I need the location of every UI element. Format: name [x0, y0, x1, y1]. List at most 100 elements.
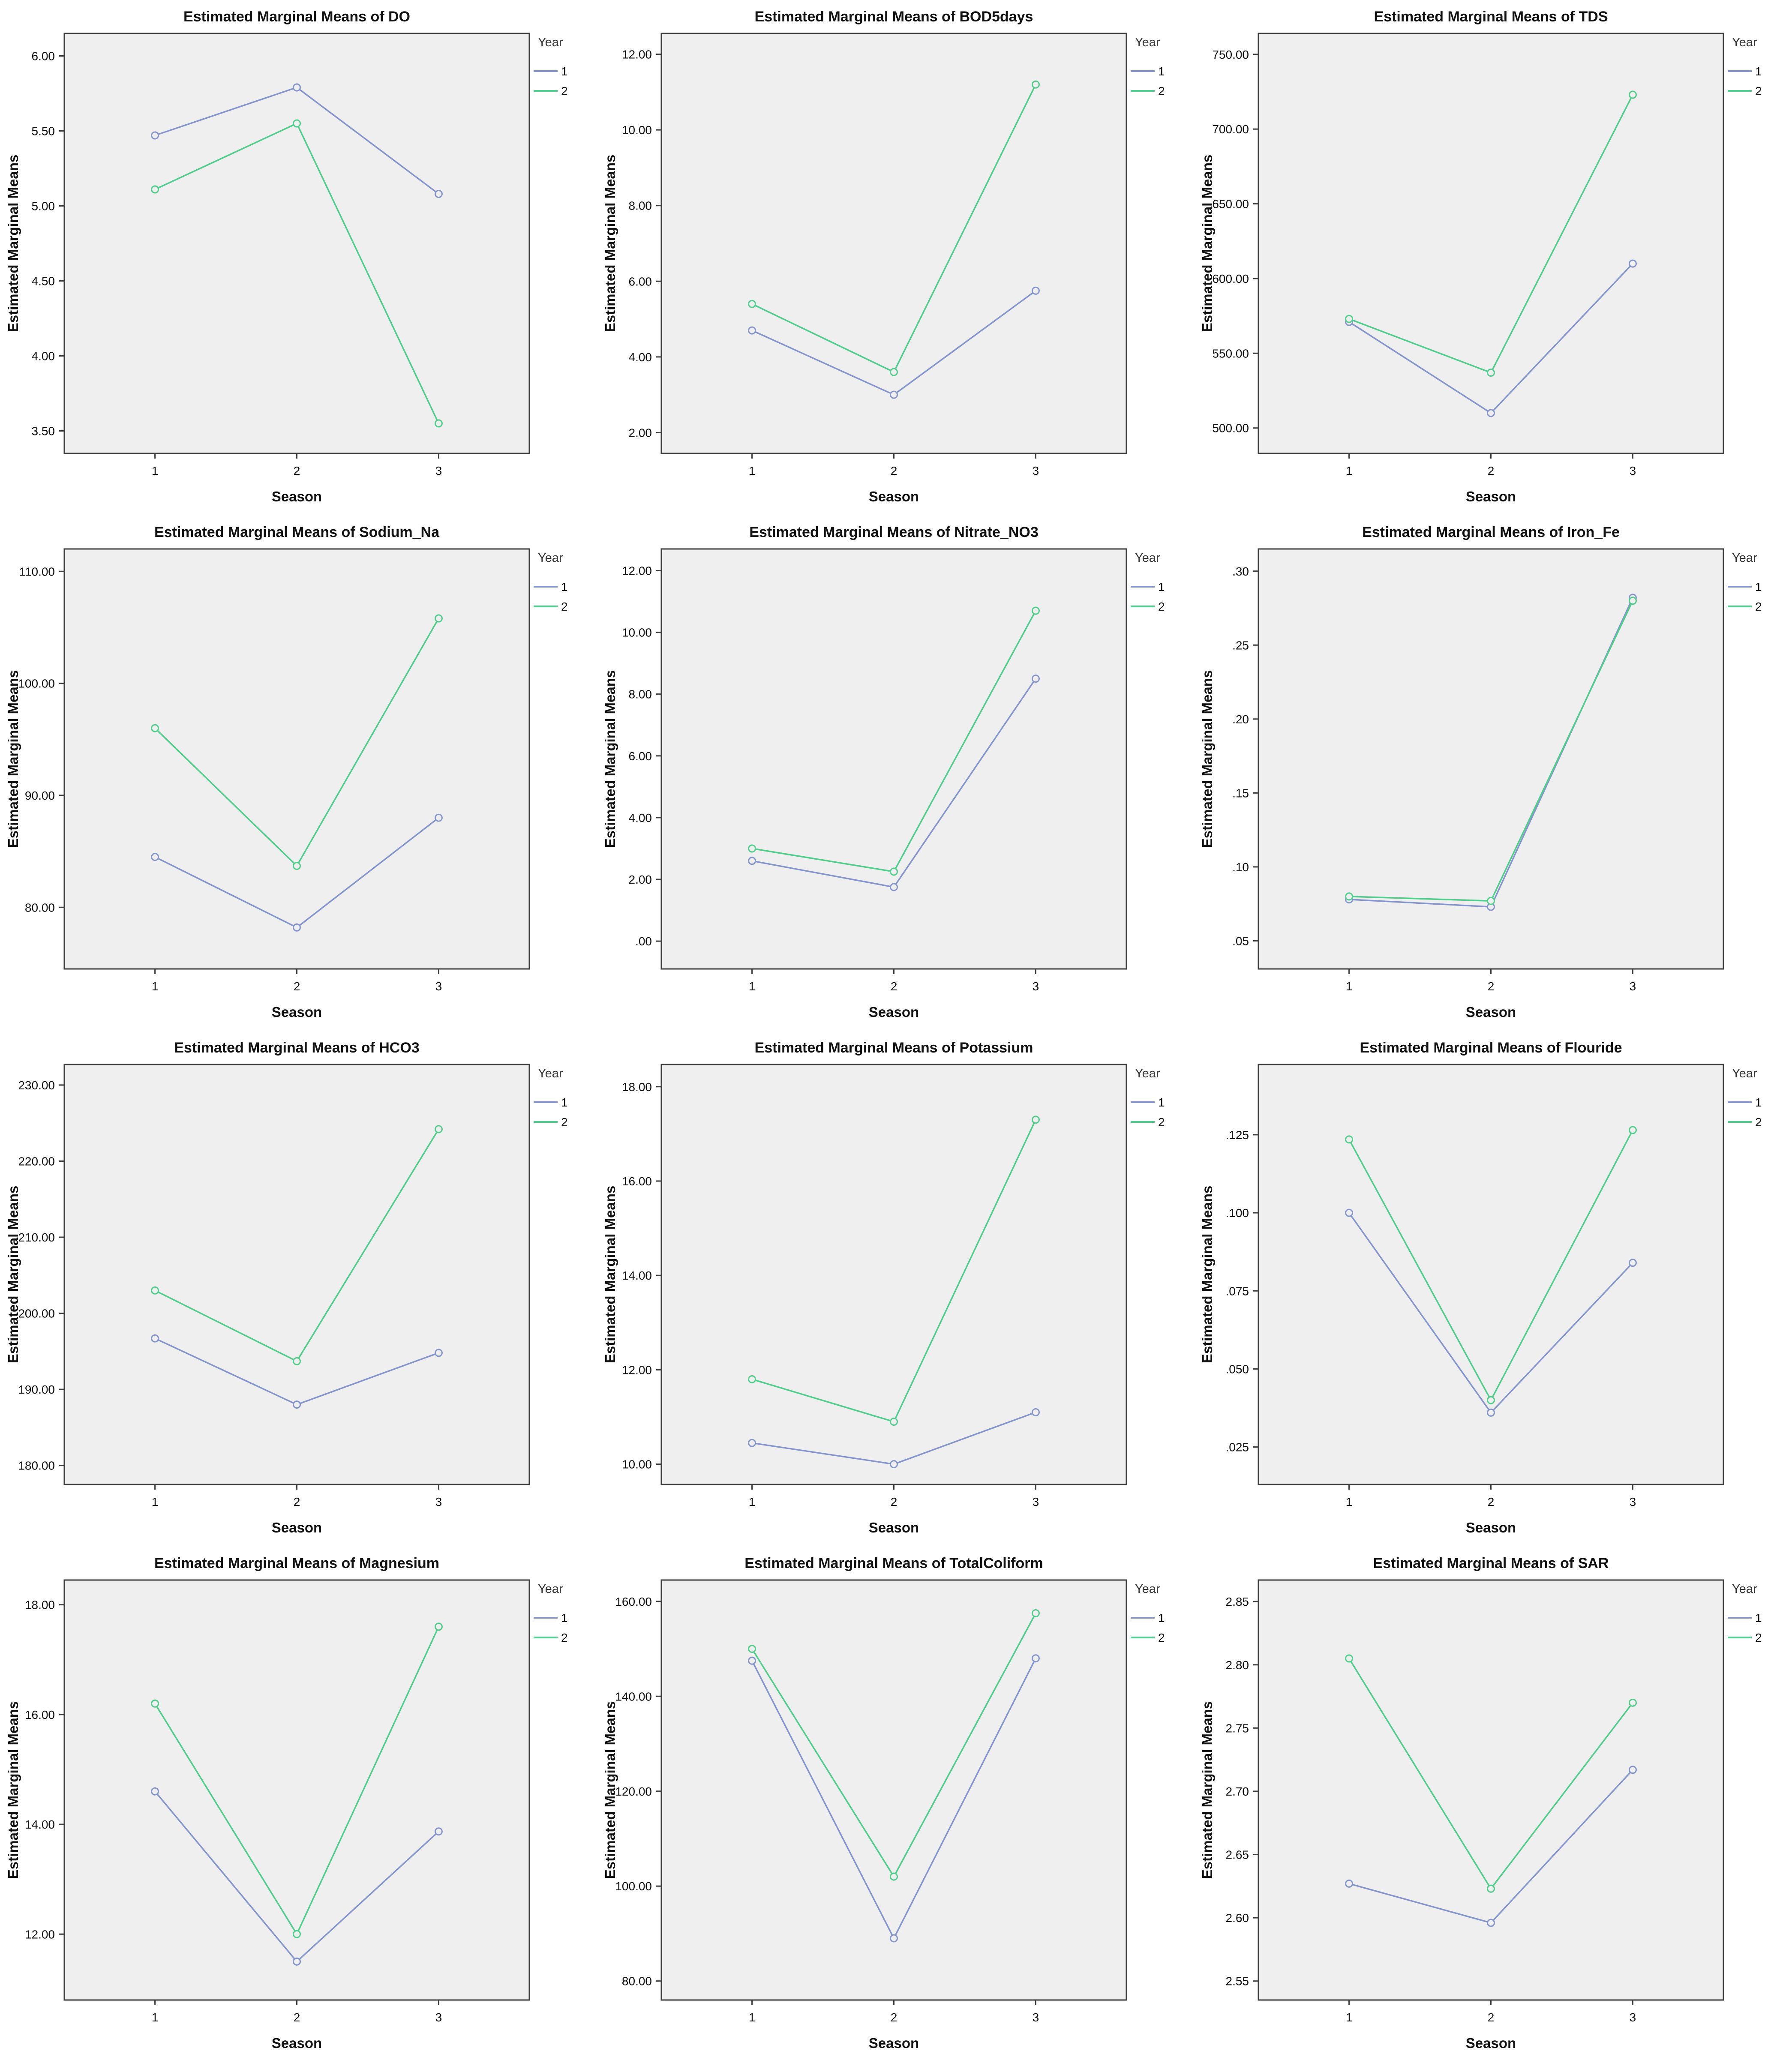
x-tick-label: 3 — [1033, 464, 1039, 477]
y-tick-label: 180.00 — [18, 1459, 55, 1472]
y-tick-label: 190.00 — [18, 1383, 55, 1396]
x-axis-label: Season — [869, 1520, 919, 1535]
chart-cell-estimated-marginal-means-of-totalcoliform: Estimated Marginal Means of TotalColifor… — [597, 1547, 1194, 2062]
x-tick-label: 3 — [1630, 2011, 1636, 2024]
legend-item-label: 2 — [1158, 600, 1165, 613]
chart-estimated-marginal-means-of-sodium-na: Estimated Marginal Means of Sodium_Na110… — [5, 524, 568, 1020]
y-tick-label: .125 — [1226, 1128, 1249, 1142]
x-axis-label: Season — [1466, 1004, 1516, 1020]
legend-item-label: 2 — [1158, 84, 1165, 98]
y-tick-label: 550.00 — [1212, 347, 1249, 360]
data-point-year-1-season-2 — [890, 1934, 898, 1943]
y-tick-label: 220.00 — [18, 1154, 55, 1168]
y-tick-label: 2.60 — [1226, 1911, 1249, 1925]
chart-estimated-marginal-means-of-totalcoliform: Estimated Marginal Means of TotalColifor… — [602, 1555, 1165, 2051]
legend-item-label: 1 — [1158, 580, 1165, 594]
chart-estimated-marginal-means-of-bod5days: Estimated Marginal Means of BOD5days12.0… — [602, 9, 1165, 504]
x-tick-label: 3 — [1033, 2011, 1039, 2024]
data-point-year-1-season-1 — [748, 1439, 756, 1447]
x-tick-label: 1 — [1346, 464, 1353, 477]
chart-estimated-marginal-means-of-sar: Estimated Marginal Means of SAR 2.85 2.80 2… — [1199, 1555, 1762, 2051]
legend-title: Year — [1732, 36, 1757, 49]
y-axis-label: Estimated Marginal Means — [602, 1186, 618, 1363]
chart-title: Estimated Marginal Means of DO — [183, 9, 410, 25]
x-tick-label: 3 — [1033, 1495, 1039, 1508]
legend-title: Year — [538, 1582, 563, 1596]
data-point-year-2-season-2 — [293, 862, 301, 870]
y-tick-label: 6.00 — [629, 750, 652, 763]
y-tick-label: 12.00 — [622, 48, 652, 61]
data-point-year-2-season-1 — [1345, 315, 1354, 323]
data-point-year-1-season-1 — [151, 131, 159, 140]
data-point-year-2-season-1 — [1345, 1654, 1354, 1663]
legend-title: Year — [538, 551, 563, 565]
x-axis-label: Season — [869, 489, 919, 504]
legend-title: Year — [1135, 1067, 1160, 1080]
data-point-year-2-season-1 — [748, 1375, 756, 1383]
y-tick-label: 8.00 — [629, 199, 652, 213]
data-point-year-2-season-1 — [151, 185, 159, 194]
y-tick-label: 2.80 — [1226, 1658, 1249, 1672]
y-tick-label: 10.00 — [622, 1458, 652, 1471]
data-point-year-1-season-3 — [434, 1827, 443, 1836]
x-tick-label: 2 — [294, 464, 300, 477]
chart-title: Estimated Marginal Means of Flouride — [1360, 1040, 1622, 1056]
y-tick-label: 10.00 — [622, 626, 652, 639]
y-tick-label: 100.00 — [18, 677, 55, 690]
x-tick-label: 2 — [1488, 1495, 1495, 1508]
data-point-year-1-season-2 — [1487, 1408, 1495, 1417]
plot-area — [660, 1579, 1127, 2001]
x-tick-label: 2 — [1488, 464, 1495, 477]
chart-cell-estimated-marginal-means-of-bod5days: Estimated Marginal Means of BOD5days 12.0… — [597, 0, 1194, 516]
data-point-year-2-season-3 — [1628, 597, 1637, 605]
chart-title: Estimated Marginal Means of TDS — [1374, 9, 1608, 25]
data-point-year-2-season-1 — [748, 300, 756, 308]
y-axis-label: Estimated Marginal Means — [602, 1701, 618, 1879]
chart-cell-estimated-marginal-means-of-iron-fe: Estimated Marginal Means of Iron_Fe .30 .2… — [1194, 516, 1791, 1031]
x-axis-label: Season — [272, 2035, 322, 2051]
data-point-year-2-season-2 — [293, 1930, 301, 1938]
y-tick-label: 5.50 — [32, 125, 55, 138]
data-point-year-1-season-3 — [434, 813, 443, 822]
y-tick-label: 2.00 — [629, 873, 652, 886]
chart-estimated-marginal-means-of-iron-fe: Estimated Marginal Means of Iron_Fe .30 .2… — [1199, 524, 1762, 1020]
x-tick-label: 2 — [1488, 980, 1495, 993]
y-tick-label: 2.65 — [1226, 1848, 1249, 1862]
y-tick-label: 600.00 — [1212, 272, 1249, 285]
data-point-year-2-season-1 — [748, 844, 756, 853]
legend-item-label: 1 — [561, 1611, 568, 1625]
x-axis-label: Season — [272, 1004, 322, 1020]
legend-item-label: 2 — [1158, 1115, 1165, 1129]
x-axis-label: Season — [1466, 2035, 1516, 2051]
data-point-year-1-season-2 — [293, 1957, 301, 1966]
chart-title: Estimated Marginal Means of HCO3 — [174, 1040, 419, 1056]
x-tick-label: 1 — [749, 1495, 756, 1508]
y-tick-label: 6.00 — [629, 275, 652, 288]
data-point-year-2-season-2 — [293, 119, 301, 128]
data-point-year-2-season-3 — [1031, 80, 1040, 89]
y-tick-label: 3.50 — [32, 425, 55, 438]
chart-title: Estimated Marginal Means of SAR — [1373, 1555, 1609, 1571]
data-point-year-1-season-2 — [293, 83, 301, 92]
y-tick-label: .25 — [1232, 639, 1249, 652]
data-point-year-2-season-3 — [1031, 1609, 1040, 1618]
x-tick-label: 3 — [1630, 980, 1636, 993]
y-tick-label: 140.00 — [615, 1690, 652, 1703]
data-point-year-1-season-1 — [151, 853, 159, 861]
legend-item-label: 1 — [561, 1096, 568, 1109]
data-point-year-2-season-3 — [1031, 606, 1040, 615]
data-point-year-1-season-3 — [1031, 286, 1040, 295]
data-point-year-1-season-3 — [1628, 1259, 1637, 1267]
legend-item-label: 2 — [561, 1115, 568, 1129]
x-tick-label: 3 — [1630, 464, 1636, 477]
y-tick-label: 90.00 — [25, 789, 55, 802]
legend-item-label: 1 — [561, 65, 568, 78]
y-tick-label: 8.00 — [629, 688, 652, 701]
y-tick-label: 4.50 — [32, 275, 55, 288]
y-tick-label: 14.00 — [25, 1818, 55, 1831]
data-point-year-2-season-3 — [1628, 90, 1637, 99]
x-tick-label: 1 — [749, 464, 756, 477]
y-tick-label: 16.00 — [25, 1708, 55, 1721]
x-axis-label: Season — [272, 1520, 322, 1535]
